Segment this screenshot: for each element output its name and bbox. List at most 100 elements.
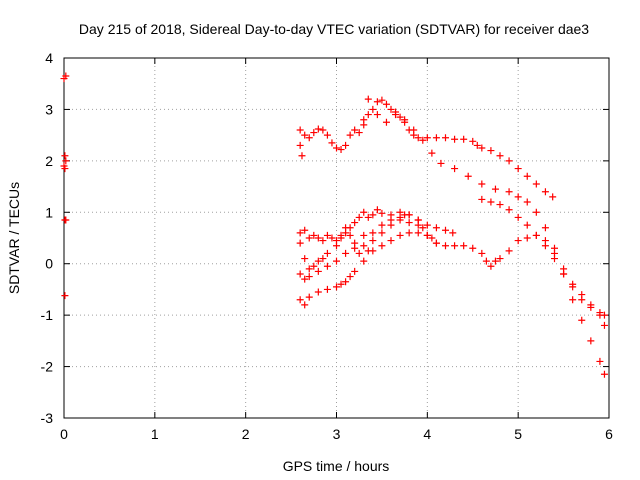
chart-title: Day 215 of 2018, Sidereal Day-to-day VTE… bbox=[79, 21, 589, 37]
data-point bbox=[549, 193, 557, 201]
axis-ticks: 0 1 2 3 4 5 6 -3 -2 -1 0 1 2 3 4 bbox=[41, 50, 614, 442]
plot-frame bbox=[63, 57, 610, 419]
data-point bbox=[369, 229, 377, 237]
data-point bbox=[491, 185, 499, 193]
data-point bbox=[301, 255, 309, 263]
x-tick-label: 6 bbox=[605, 426, 613, 442]
data-point bbox=[410, 126, 418, 134]
data-point bbox=[514, 213, 522, 221]
data-point bbox=[541, 224, 549, 232]
data-point bbox=[61, 152, 69, 160]
data-point bbox=[305, 293, 313, 301]
data-point bbox=[587, 337, 595, 345]
data-point bbox=[496, 152, 504, 160]
data-point bbox=[373, 111, 381, 119]
data-point bbox=[360, 257, 368, 265]
series-upper-arc bbox=[296, 96, 557, 201]
data-point bbox=[301, 226, 309, 234]
data-point bbox=[61, 165, 69, 173]
data-point bbox=[314, 234, 322, 242]
data-point bbox=[387, 216, 395, 224]
y-tick-label: 2 bbox=[45, 153, 53, 169]
data-point bbox=[464, 172, 472, 180]
data-point bbox=[437, 159, 445, 167]
y-tick-label: -2 bbox=[41, 359, 54, 375]
data-point bbox=[346, 273, 354, 281]
data-point bbox=[355, 213, 363, 221]
y-tick-label: -3 bbox=[41, 410, 54, 426]
data-point bbox=[451, 135, 459, 143]
data-point bbox=[532, 180, 540, 188]
data-point bbox=[487, 262, 495, 270]
data-point bbox=[387, 105, 395, 113]
data-point bbox=[337, 146, 345, 154]
data-point bbox=[310, 231, 318, 239]
data-point bbox=[451, 242, 459, 250]
series-right-branch bbox=[478, 195, 608, 329]
data-point bbox=[61, 292, 69, 300]
x-axis-label: GPS time / hours bbox=[283, 458, 390, 474]
data-point bbox=[314, 125, 322, 133]
data-point bbox=[551, 255, 558, 263]
data-point bbox=[600, 321, 608, 329]
data-point bbox=[419, 224, 427, 232]
data-point bbox=[337, 280, 345, 288]
data-point bbox=[346, 231, 354, 239]
data-point bbox=[319, 126, 327, 134]
data-point bbox=[451, 165, 459, 173]
data-point bbox=[298, 152, 306, 160]
data-point bbox=[301, 131, 309, 139]
data-point bbox=[482, 257, 490, 265]
y-axis-label: SDTVAR / TECUs bbox=[6, 182, 22, 294]
data-point bbox=[305, 234, 313, 242]
data-point bbox=[305, 273, 313, 281]
data-point bbox=[396, 113, 404, 121]
data-point bbox=[378, 96, 386, 104]
data-point bbox=[460, 135, 468, 143]
y-tick-label: -1 bbox=[41, 307, 54, 323]
data-point bbox=[514, 237, 522, 245]
series-middle-branch bbox=[296, 216, 608, 378]
data-point bbox=[310, 262, 318, 270]
data-point bbox=[296, 141, 304, 149]
data-point bbox=[560, 270, 568, 278]
data-point bbox=[428, 149, 436, 157]
data-point bbox=[587, 301, 595, 309]
data-point bbox=[62, 157, 70, 165]
data-point bbox=[505, 206, 513, 214]
data-point bbox=[532, 208, 540, 216]
data-point bbox=[369, 237, 377, 245]
data-point bbox=[337, 231, 345, 239]
data-point bbox=[596, 311, 604, 319]
data-point bbox=[364, 111, 372, 119]
data-point bbox=[351, 239, 359, 247]
data-point bbox=[369, 247, 377, 255]
data-point bbox=[378, 229, 386, 237]
data-point bbox=[373, 206, 381, 214]
data-point bbox=[405, 229, 413, 237]
data-point bbox=[314, 288, 322, 296]
data-point bbox=[392, 111, 400, 119]
data-point bbox=[432, 239, 440, 247]
data-point bbox=[596, 357, 604, 365]
data-point bbox=[369, 105, 377, 113]
data-point bbox=[355, 249, 363, 257]
data-point bbox=[442, 242, 449, 250]
data-point bbox=[514, 193, 522, 201]
data-point bbox=[62, 72, 70, 80]
data-point bbox=[523, 198, 531, 206]
data-point bbox=[62, 216, 70, 224]
x-tick-label: 0 bbox=[60, 426, 68, 442]
data-point bbox=[296, 126, 304, 134]
data-point bbox=[496, 255, 504, 263]
data-point bbox=[314, 267, 322, 275]
data-point bbox=[301, 275, 309, 283]
data-point bbox=[301, 301, 309, 309]
data-point bbox=[382, 100, 390, 108]
data-point bbox=[405, 211, 413, 219]
y-tick-label: 3 bbox=[45, 101, 53, 117]
data-point bbox=[432, 224, 440, 232]
data-point bbox=[449, 229, 457, 237]
data-point bbox=[342, 278, 350, 286]
data-point bbox=[360, 208, 368, 216]
